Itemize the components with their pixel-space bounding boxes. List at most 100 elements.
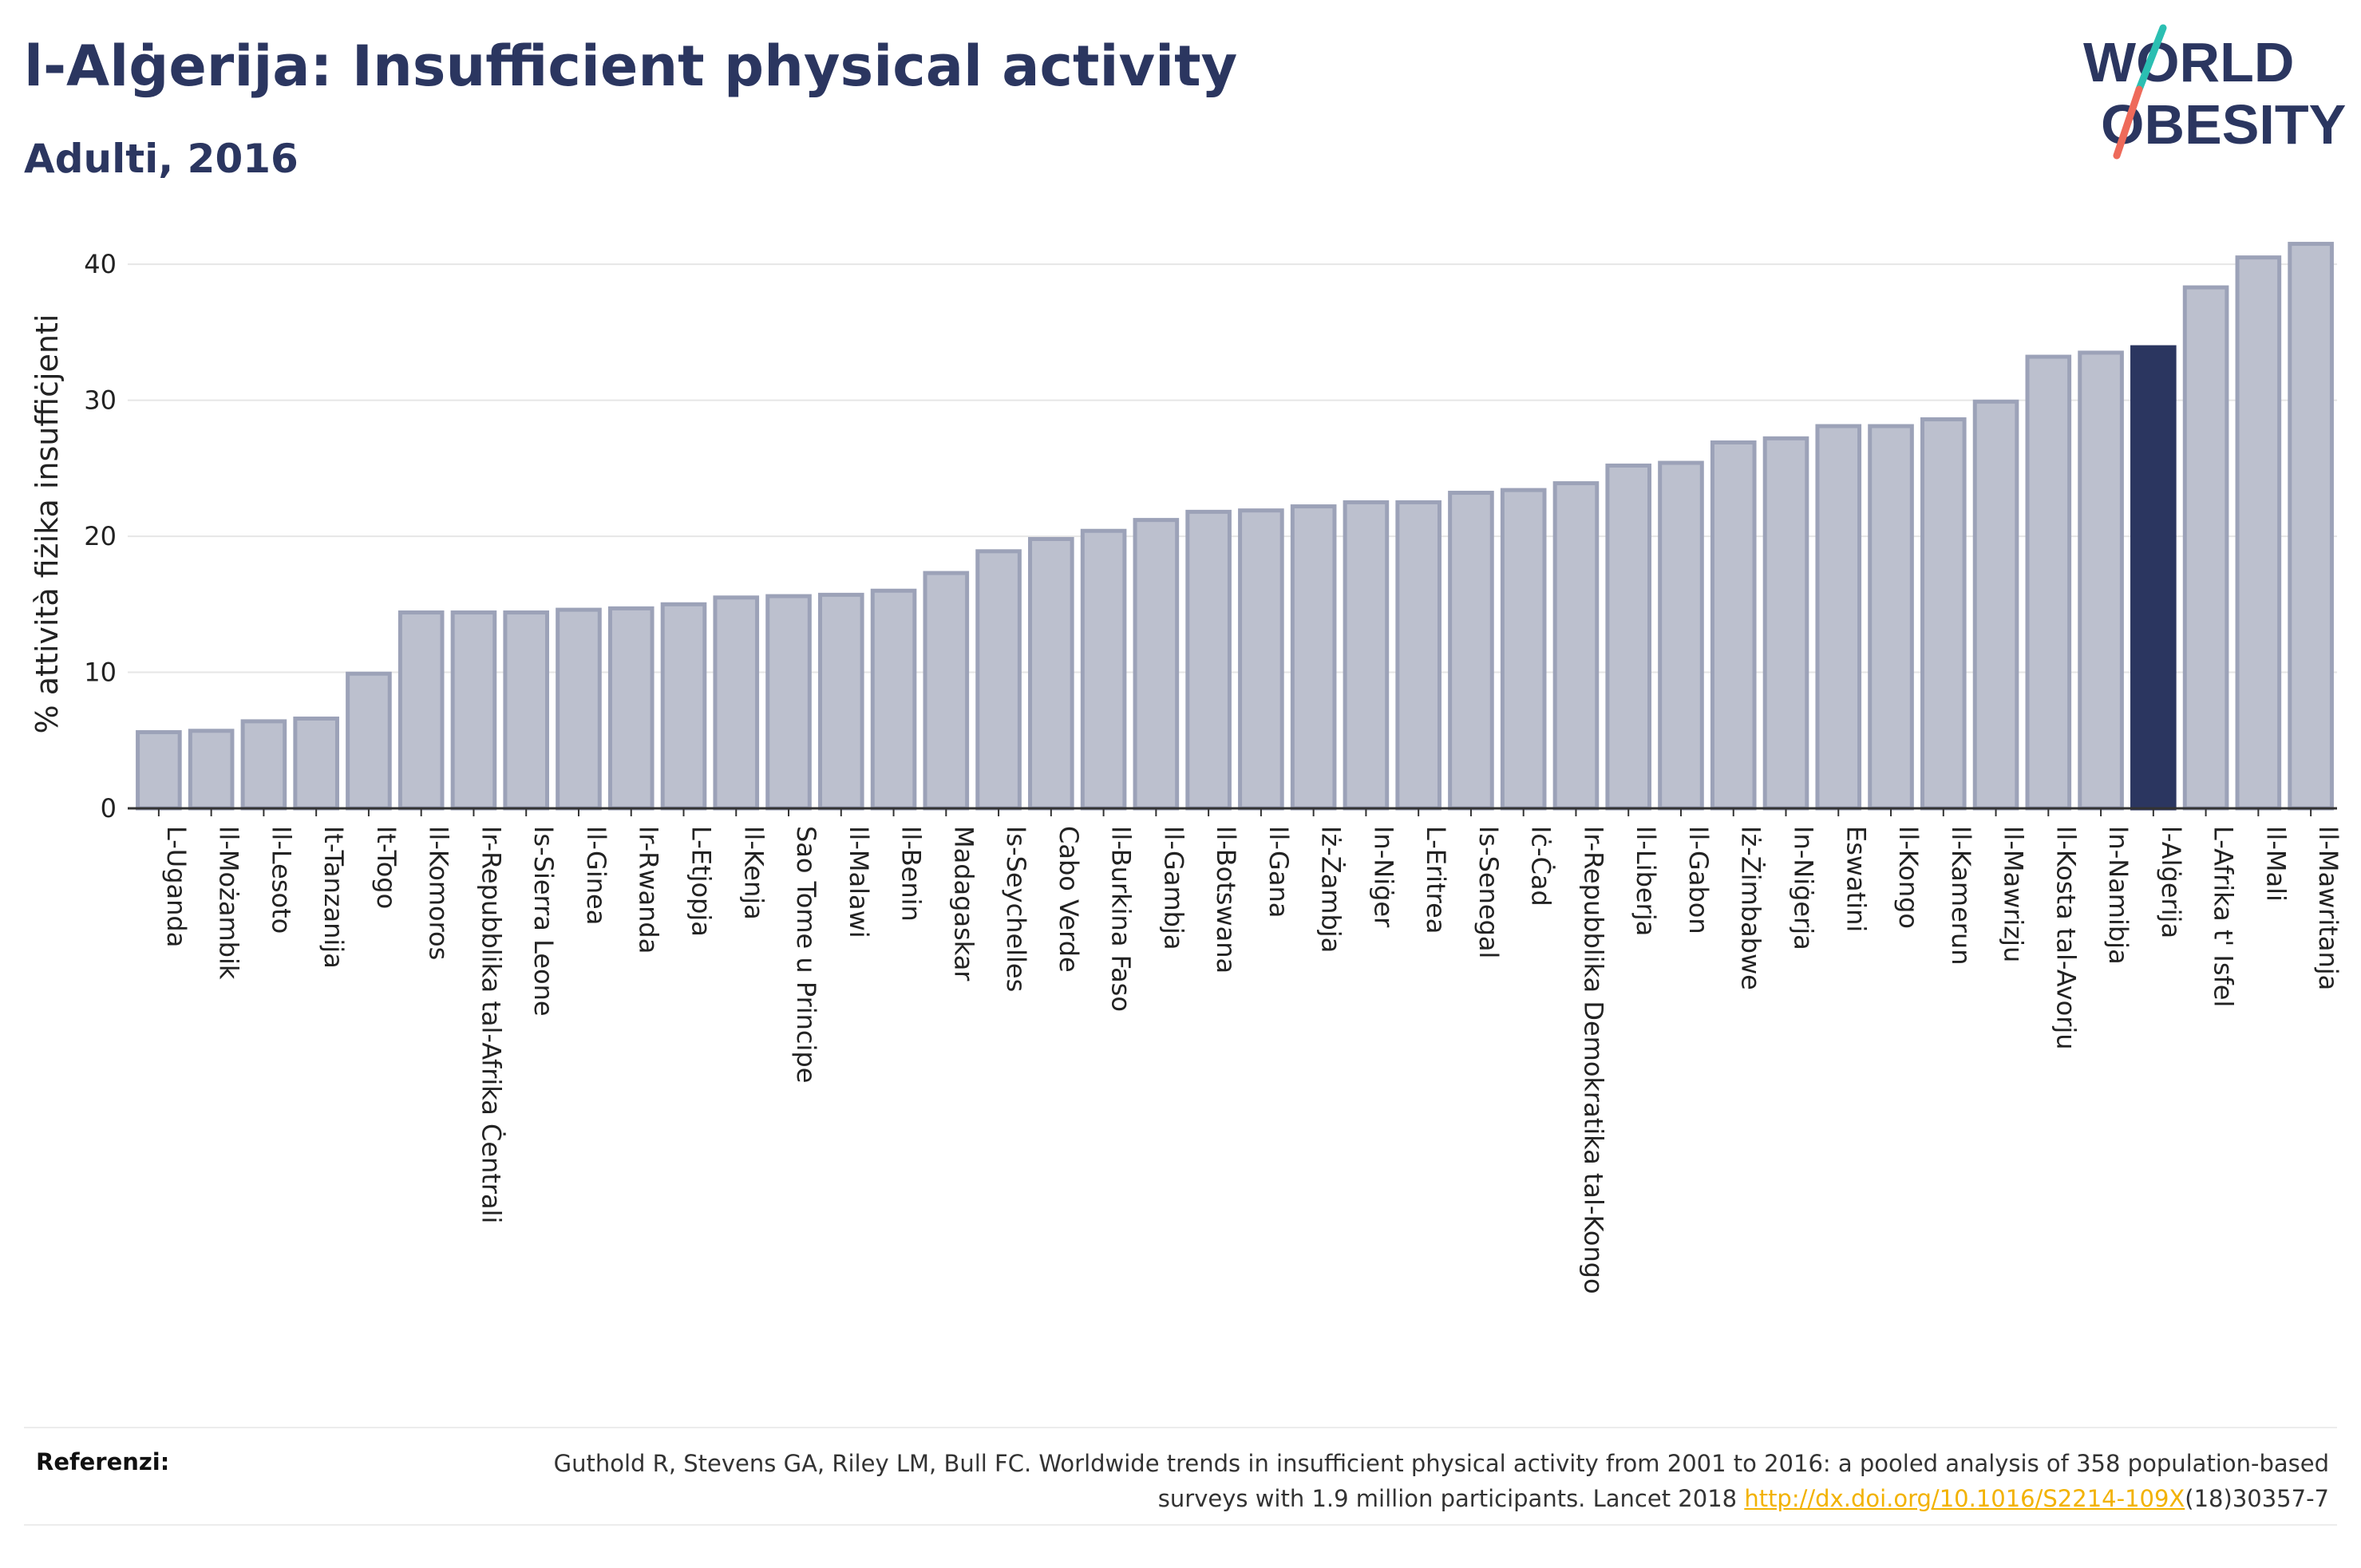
bar[interactable] <box>1028 536 1074 811</box>
bar[interactable] <box>1658 460 1704 811</box>
x-tick-label: Ir-Rwanda <box>634 826 664 954</box>
references-text: Guthold R, Stevens GA, Riley LM, Bull FC… <box>493 1446 2329 1516</box>
logo-slash-bottom <box>2113 85 2143 160</box>
x-tick-label: Il-Liberja <box>1631 826 1661 936</box>
x-tick-label: Madagaskar <box>948 826 979 981</box>
x-tick-label: In-Namibja <box>2103 826 2134 965</box>
x-tick-label: Il-Możambik <box>214 826 244 980</box>
x-tick-label: Il-Ginea <box>581 826 611 925</box>
bar[interactable] <box>1710 440 1757 811</box>
x-tick-label: Il-Kongo <box>1893 826 1924 929</box>
bar[interactable] <box>450 610 497 811</box>
x-tick-label: Is-Sierra Leone <box>528 826 559 1017</box>
x-tick-label: Il-Kosta tal-Avorju <box>2051 826 2081 1050</box>
bar[interactable] <box>1343 500 1390 811</box>
bar[interactable] <box>713 595 760 811</box>
bar[interactable] <box>2182 285 2229 811</box>
references-citation-suffix: (18)30357-7 <box>2185 1485 2329 1512</box>
bar[interactable] <box>765 594 812 811</box>
y-tick-label: 10 <box>84 658 117 688</box>
bar[interactable] <box>1448 491 1494 811</box>
y-tick-label: 0 <box>101 793 117 823</box>
x-tick-label: Iċ-Ċad <box>1526 826 1556 906</box>
x-tick-label: Cabo Verde <box>1054 826 1084 973</box>
x-tick-label: Is-Senegal <box>1473 826 1504 958</box>
x-tick-label: L-Afrika t' Isfel <box>2209 826 2239 1007</box>
x-tick-labels: L-Uganda Il-Możambik Il-Lesoto It-Tanzanija… <box>161 826 2343 1294</box>
bar[interactable] <box>923 571 970 811</box>
bar[interactable] <box>870 588 917 811</box>
x-tick-label: Il-Kamerun <box>1946 826 1976 965</box>
bar[interactable] <box>817 592 864 811</box>
x-tick-label: Il-Burkina Faso <box>1106 826 1137 1012</box>
bar-chart: 0 10 20 30 40 L-Uganda Il-Możambik Il-Lesoto It… <box>30 242 2343 1294</box>
bar[interactable] <box>136 730 182 811</box>
x-tick-label: It-Tanzanija <box>318 826 349 969</box>
x-tick-label: Il-Gambja <box>1158 826 1188 950</box>
bar[interactable] <box>975 549 1022 811</box>
bar[interactable] <box>556 607 602 811</box>
bar[interactable] <box>607 606 655 811</box>
bar[interactable] <box>240 719 287 811</box>
bar[interactable] <box>1972 399 2019 811</box>
y-tick-label: 40 <box>84 249 117 279</box>
bar[interactable] <box>1552 481 1600 811</box>
bar[interactable] <box>188 729 235 811</box>
bar[interactable] <box>1762 436 1809 811</box>
grid-lines <box>128 263 2337 673</box>
references-label: Referenzi: <box>36 1448 170 1475</box>
bar[interactable] <box>293 716 339 811</box>
references-doi-link[interactable]: http://dx.doi.org/10.1016/S2214-109X <box>1744 1485 2185 1512</box>
bar[interactable] <box>397 610 445 811</box>
bar[interactable] <box>1290 504 1337 811</box>
x-tick-label: In-Niġerja <box>1789 826 1819 950</box>
bar[interactable] <box>2235 255 2282 811</box>
bar[interactable] <box>660 602 707 811</box>
x-tick-label: Sao Tome u Principe <box>791 826 821 1083</box>
x-tick-label: L-Etjopja <box>686 826 717 937</box>
references-divider-top <box>24 1427 2337 1428</box>
bar[interactable] <box>1868 424 1914 811</box>
bar[interactable] <box>2025 354 2072 811</box>
x-tick-label: It-Togo <box>371 826 401 909</box>
bar-highlighted[interactable] <box>2130 345 2177 811</box>
world-obesity-logo: WORLD OBESITY <box>2083 24 2346 160</box>
x-tick-label: Il-Kenja <box>738 826 769 920</box>
x-tick-label: Il-Malawi <box>844 826 874 938</box>
bar[interactable] <box>1605 463 1652 811</box>
x-tick-label: Il-Benin <box>896 826 927 922</box>
y-tick-label: 20 <box>84 521 117 551</box>
logo-text-obesity: OBESITY <box>2101 93 2346 156</box>
bar[interactable] <box>1920 417 1967 811</box>
x-tick-label: Il-Gabon <box>1683 826 1714 934</box>
bars <box>136 242 2334 811</box>
x-tick-label: Il-Mawritanja <box>2313 826 2343 990</box>
x-tick-label: l-Alġerija <box>2156 826 2186 938</box>
x-tick-label: Il-Komoros <box>424 826 454 960</box>
bar[interactable] <box>1185 509 1232 811</box>
y-tick-labels: 0 10 20 30 40 <box>84 249 117 823</box>
x-tick-label: Il-Gana <box>1264 826 1294 918</box>
bar[interactable] <box>1238 508 1284 811</box>
bar[interactable] <box>503 610 550 811</box>
x-tick-label: Il-Mali <box>2260 826 2291 902</box>
bar[interactable] <box>1395 500 1442 811</box>
x-tick-label: Ir-Repubblika Demokratika tal-Kongo <box>1578 826 1608 1294</box>
bar[interactable] <box>2288 242 2334 811</box>
bar[interactable] <box>1500 488 1547 811</box>
bar[interactable] <box>1815 424 1862 811</box>
x-tick-label: Eswatini <box>1841 826 1871 932</box>
x-tick-label: Il-Lesoto <box>266 826 296 934</box>
bar[interactable] <box>346 671 392 811</box>
bar[interactable] <box>2078 350 2124 811</box>
axes <box>128 807 2337 816</box>
x-tick-label: Ir-Repubblika tal-Afrika Ċentrali <box>476 826 506 1223</box>
page-subtitle: Adulti, 2016 <box>24 136 299 182</box>
bar[interactable] <box>1133 518 1180 811</box>
y-tick-label: 30 <box>84 385 117 416</box>
x-tick-label: Il-Botswana <box>1211 826 1241 974</box>
x-tick-label: Iż-Żambja <box>1316 826 1347 953</box>
y-axis-title: % attività fiżika insuffiċjenti <box>30 314 65 734</box>
x-tick-label: Is-Seychelles <box>1001 826 1031 992</box>
bar[interactable] <box>1080 528 1127 811</box>
